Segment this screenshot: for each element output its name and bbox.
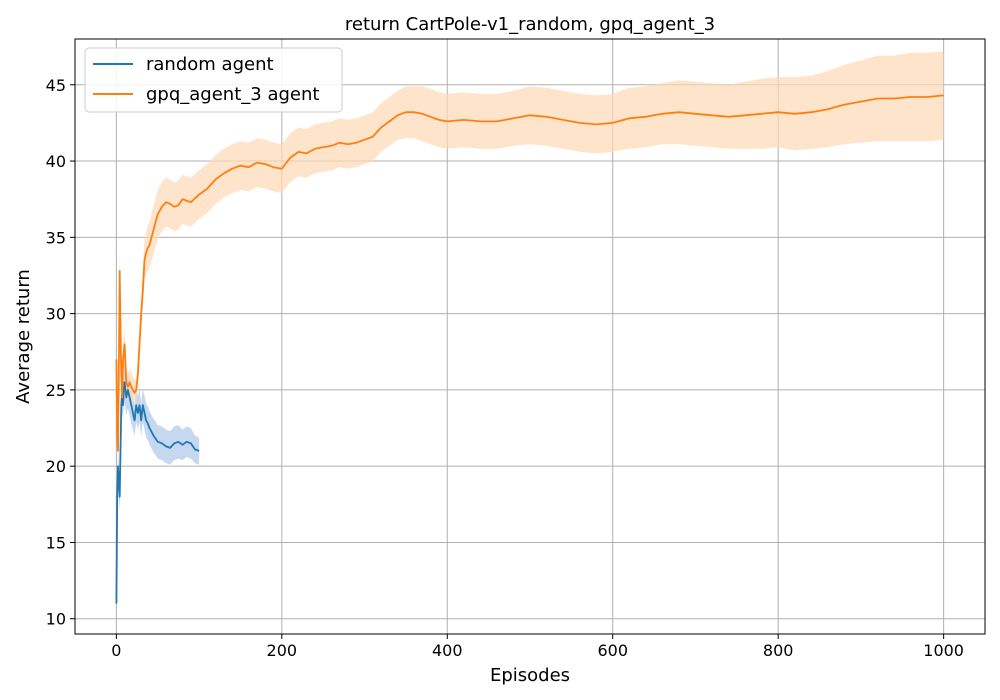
- series-lines: [115, 94, 944, 604]
- series-line-2: [115, 94, 944, 452]
- x-tick-label: 600: [597, 641, 628, 660]
- y-tick-label: 35: [46, 228, 66, 247]
- confidence-band-1: [116, 362, 200, 604]
- legend-label: gpq_agent_3 agent: [146, 84, 319, 105]
- y-axis-label: Average return: [13, 269, 34, 404]
- chart-title: return CartPole-v1_random, gpq_agent_3: [345, 14, 715, 35]
- confidence-bands: [116, 51, 944, 604]
- series-line-1: [115, 381, 200, 604]
- x-tick-label: 0: [111, 641, 121, 660]
- y-tick-label: 40: [46, 152, 66, 171]
- y-tick-label: 25: [46, 381, 66, 400]
- y-tick-label: 45: [46, 76, 66, 95]
- x-tick-label: 200: [267, 641, 298, 660]
- y-tick-label: 15: [46, 533, 66, 552]
- confidence-band-2: [116, 51, 944, 464]
- x-tick-label: 400: [432, 641, 463, 660]
- y-axis-ticks: 10 15 20 25 30 35 40 45: [46, 76, 75, 629]
- y-tick-label: 20: [46, 457, 66, 476]
- plot-frame: [74, 38, 986, 635]
- legend: random agent gpq_agent_3 agent: [84, 47, 343, 113]
- x-axis-label: Episodes: [490, 665, 570, 686]
- x-axis-ticks: 0 200 400 600 800 1000: [111, 634, 964, 660]
- legend-box: [84, 47, 343, 113]
- legend-label: random agent: [146, 54, 274, 75]
- y-tick-label: 30: [46, 305, 66, 324]
- x-tick-label: 1000: [923, 641, 964, 660]
- x-tick-label: 800: [763, 641, 794, 660]
- y-tick-label: 10: [46, 610, 66, 629]
